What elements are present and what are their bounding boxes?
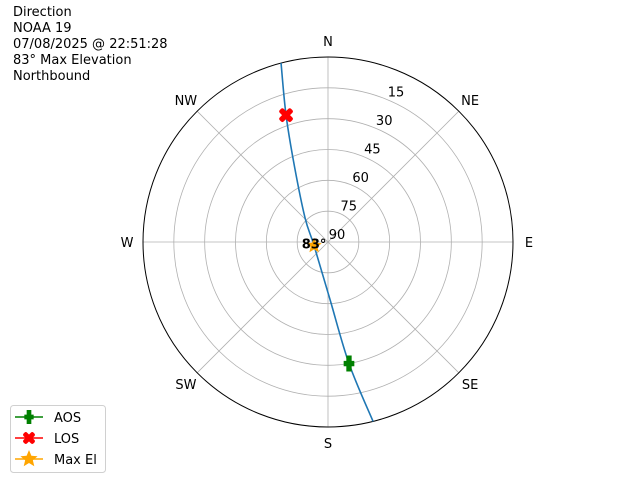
direction-label-nw: NW (175, 94, 198, 109)
grid-spoke (196, 241, 329, 374)
legend-marker-aos (24, 410, 34, 424)
radial-tick-label: 90 (329, 228, 346, 243)
direction-label-w: W (121, 236, 134, 251)
grid-spoke (327, 110, 460, 243)
direction-label-se: SE (462, 378, 478, 393)
legend-marker-max-el (20, 450, 38, 467)
title-line-datetime: 07/08/2025 @ 22:51:28 (13, 37, 168, 52)
title-line-direction: Northbound (13, 69, 91, 84)
title-line-max-elevation: 83° Max Elevation (13, 53, 132, 68)
marker-max-el (306, 237, 322, 253)
direction-label-n: N (323, 35, 333, 50)
grid-spoke (327, 241, 460, 374)
direction-label-s: S (324, 437, 332, 452)
legend-label: Max El (54, 453, 97, 468)
radial-tick-label: 75 (341, 200, 358, 215)
legend-label: LOS (54, 432, 79, 447)
legend-marker-los-stroke (23, 432, 35, 444)
legend-marker-los (23, 432, 35, 444)
title-line-label: Direction (13, 5, 72, 20)
marker-los (279, 108, 293, 122)
radial-tick-label: 30 (376, 114, 393, 129)
legend-label: AOS (54, 411, 81, 426)
marker-los-stroke (279, 108, 293, 122)
outer-circle (142, 56, 514, 428)
direction-label-sw: SW (175, 378, 196, 393)
title-line-satellite: NOAA 19 (13, 21, 72, 36)
legend-frame (10, 405, 106, 473)
legend: AOS LOS Max El (10, 405, 106, 473)
chart-title: Direction NOAA 19 07/08/2025 @ 22:51:28 … (13, 5, 168, 85)
max-el-label: 83° (302, 238, 327, 253)
direction-label-e: E (525, 236, 533, 251)
radial-tick-label: 15 (388, 86, 405, 101)
marker-aos (343, 355, 355, 372)
radial-tick-label: 60 (352, 171, 369, 186)
grid-spoke (196, 110, 329, 243)
direction-label-ne: NE (461, 94, 479, 109)
radial-tick-label: 45 (364, 143, 381, 158)
